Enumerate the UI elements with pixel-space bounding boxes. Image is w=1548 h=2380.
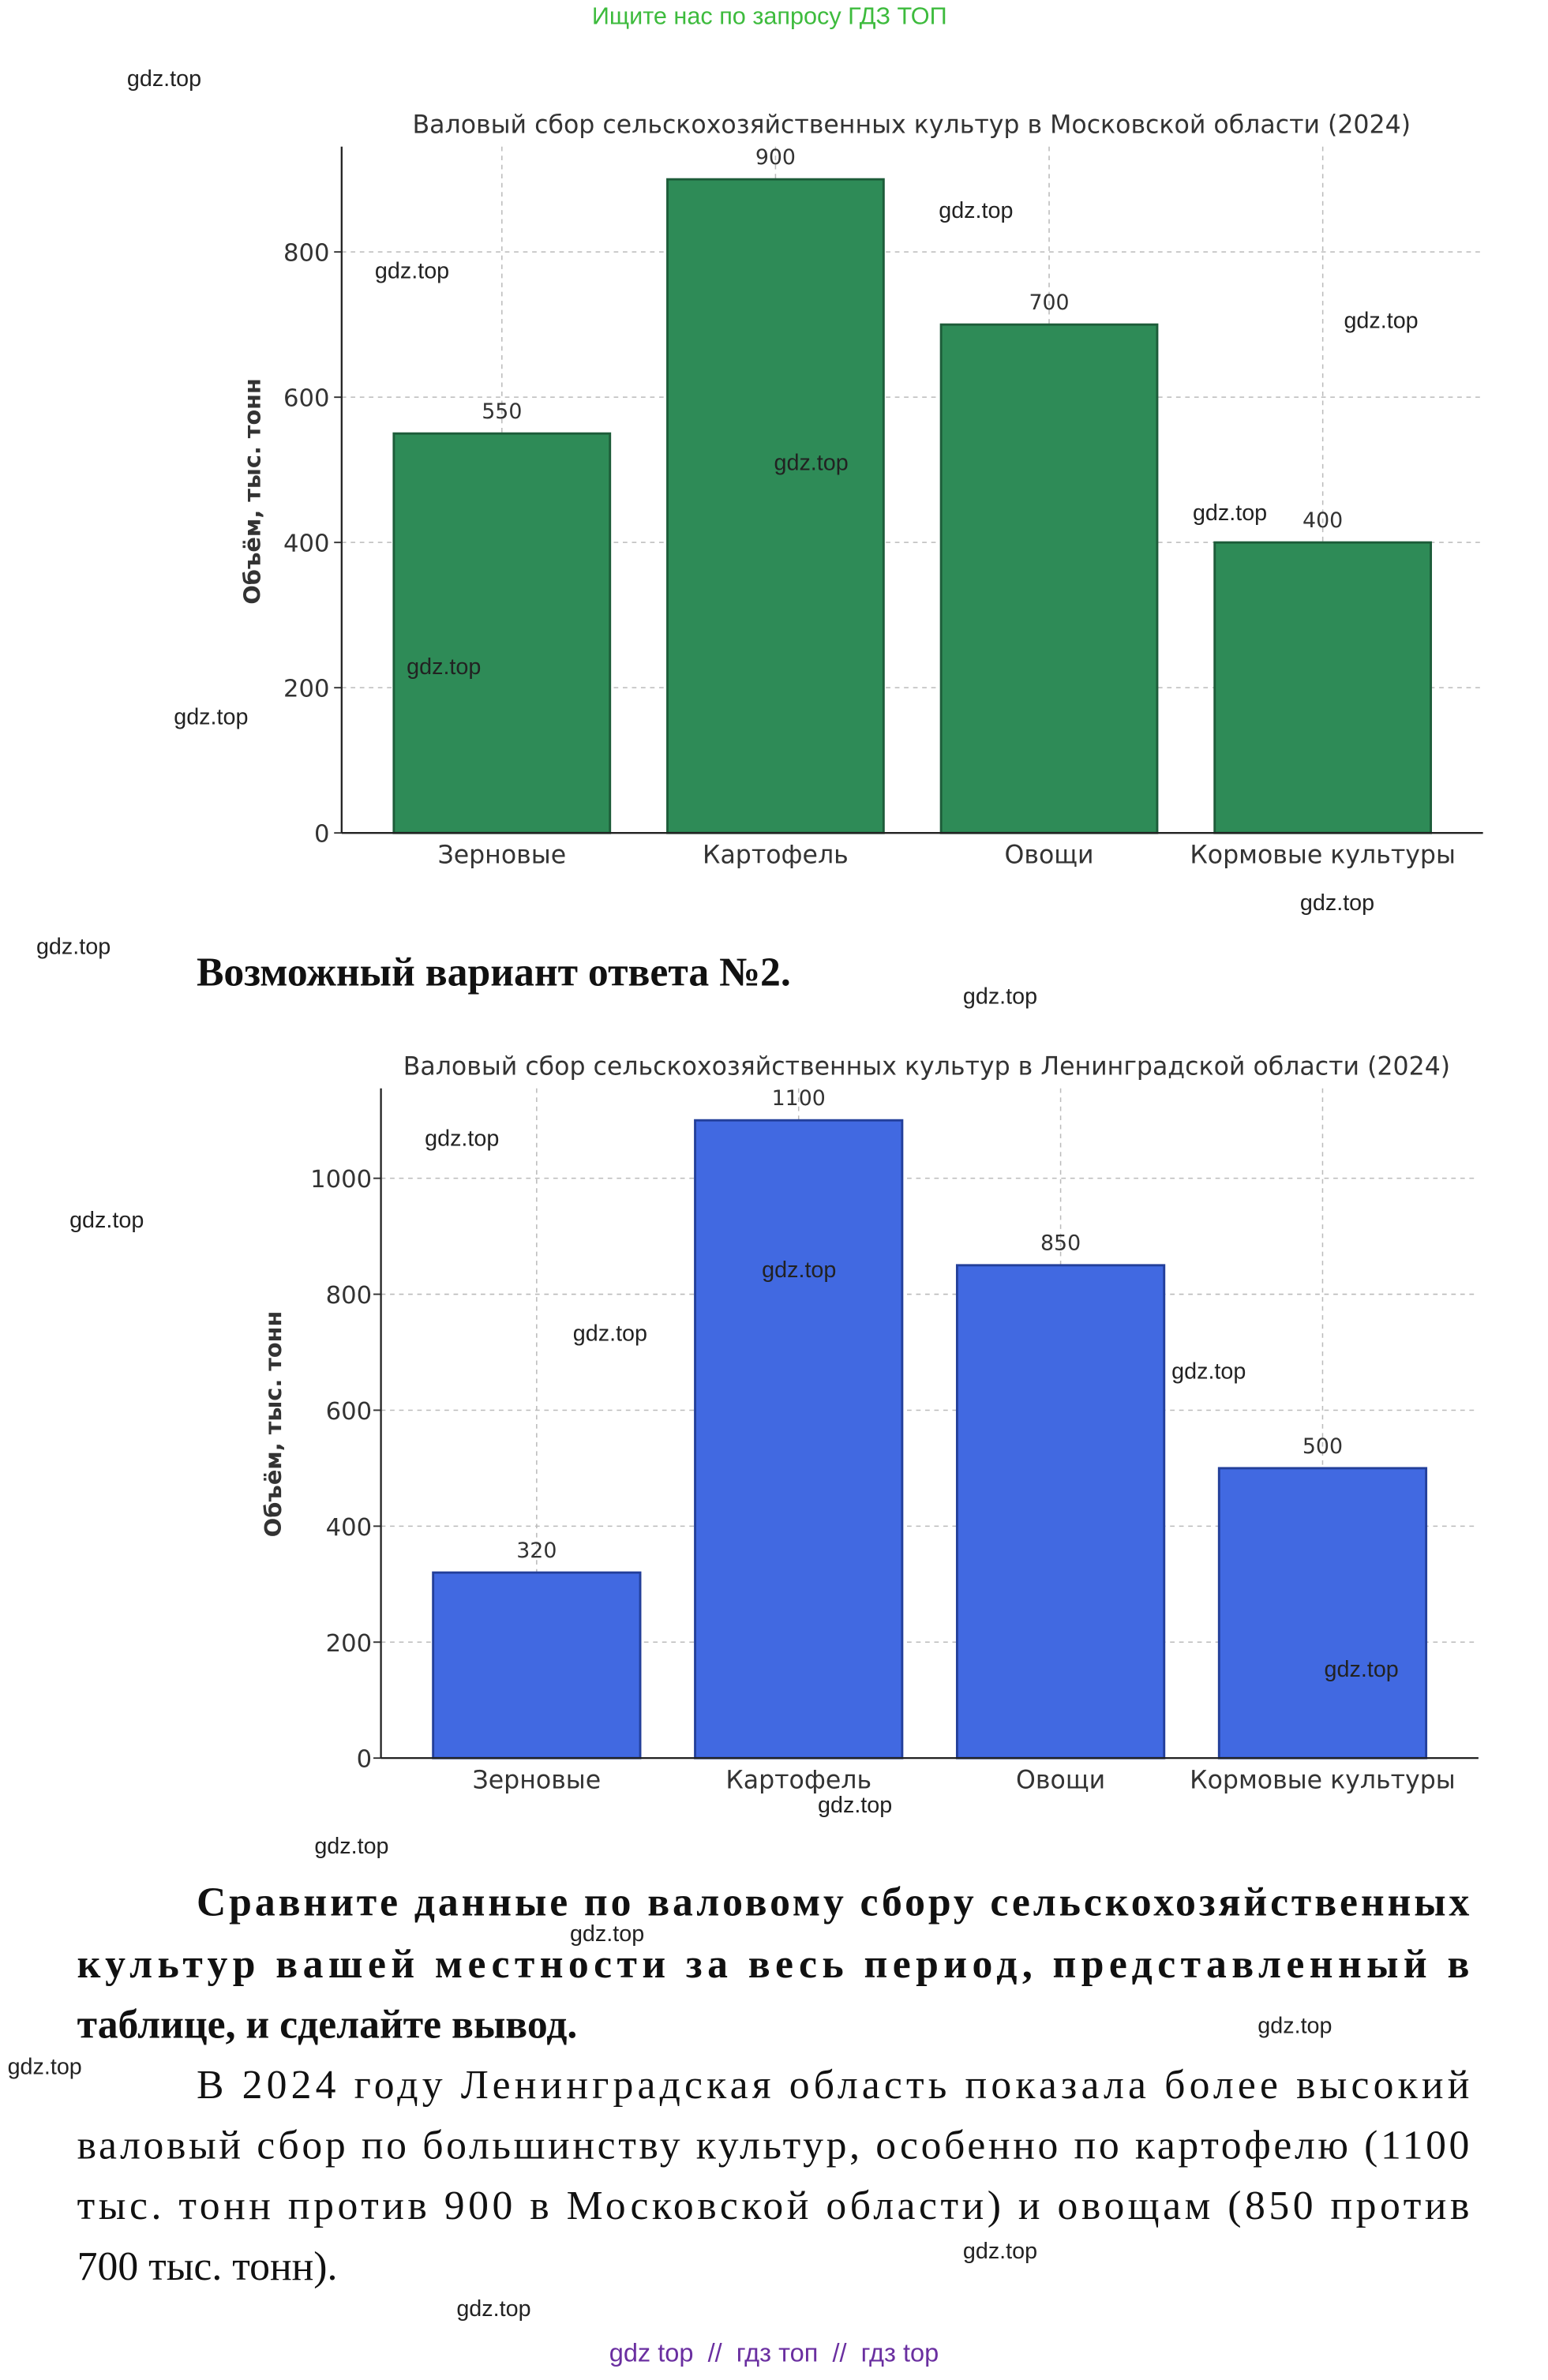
search-link[interactable]: Ищите нас по запросу ГДЗ ТОП: [592, 3, 947, 30]
watermark: gdz.top: [407, 654, 481, 680]
bar: [694, 1119, 904, 1760]
x-tick-label: Овощи: [1005, 841, 1094, 869]
question-line: Сравните данные по валовому сбору сельск…: [197, 1880, 1470, 1925]
y-axis-label: Объём, тыс. тонн: [238, 378, 265, 605]
watermark: gdz.top: [939, 198, 1013, 223]
watermark: gdz.top: [1258, 2014, 1332, 2039]
y-tick-label: 800: [326, 1282, 372, 1310]
watermark: gdz.top: [174, 704, 248, 729]
heading: Возможный вариант ответа №2.: [197, 950, 791, 995]
value-label: 900: [755, 145, 796, 170]
question-line: культур вашей местности за весь период, …: [77, 1942, 1470, 1987]
watermark: gdz.top: [8, 2054, 82, 2079]
y-tick-label: 800: [283, 240, 329, 268]
value-label: 700: [1029, 290, 1069, 315]
watermark: gdz.top: [762, 1257, 836, 1283]
y-axis-label: Объём, тыс. тонн: [260, 1311, 287, 1538]
answer-line: валовый сбор по большинству культур, осо…: [77, 2123, 1470, 2168]
y-tick-label: 0: [314, 821, 330, 849]
x-tick-label: Овощи: [1016, 1766, 1105, 1794]
footer[interactable]: gdz top // гдз топ // гдз top: [609, 2338, 939, 2367]
watermark: gdz.top: [425, 1126, 499, 1152]
answer-line: тыс. тонн против 900 в Московской област…: [77, 2183, 1470, 2228]
watermark: gdz.top: [69, 1208, 144, 1233]
watermark: gdz.top: [570, 1921, 644, 1947]
value-label: 400: [1302, 508, 1343, 533]
watermark: gdz.top: [314, 1834, 388, 1859]
bar: [666, 178, 885, 834]
value-label: 320: [516, 1539, 557, 1563]
y-tick-label: 0: [357, 1746, 373, 1774]
x-tick-label: Зерновые: [437, 841, 566, 869]
watermark: gdz.top: [1325, 1657, 1399, 1682]
y-tick-label: 600: [326, 1398, 372, 1426]
question-line: таблице, и сделайте вывод.: [77, 2002, 578, 2047]
y-tick-label: 400: [326, 1514, 372, 1542]
chart-title: Валовый сбор сельскохозяйственных культу…: [403, 1053, 1450, 1081]
watermark: gdz.top: [573, 1321, 647, 1347]
x-tick-label: Кормовые культуры: [1190, 841, 1456, 869]
watermark: gdz.top: [963, 2239, 1037, 2264]
watermark: gdz.top: [1300, 890, 1374, 916]
bar: [392, 432, 612, 834]
value-label: 550: [482, 399, 522, 424]
watermark: gdz.top: [963, 984, 1037, 1010]
value-label: 1100: [772, 1086, 826, 1111]
watermark: gdz.top: [375, 258, 449, 283]
bar: [939, 323, 1159, 834]
watermark: gdz.top: [36, 934, 111, 959]
y-tick-label: 400: [283, 530, 329, 558]
y-tick-label: 200: [326, 1630, 372, 1658]
x-tick-label: Картофель: [725, 1766, 871, 1794]
bar: [1217, 1467, 1428, 1760]
watermark: gdz.top: [127, 66, 201, 92]
watermark: gdz.top: [774, 451, 849, 476]
x-tick-label: Зерновые: [473, 1766, 602, 1794]
bar: [432, 1571, 642, 1760]
watermark: gdz.top: [456, 2296, 530, 2322]
bar: [1213, 541, 1433, 834]
chart-title: Валовый сбор сельскохозяйственных культу…: [413, 111, 1411, 140]
bar: [955, 1264, 1166, 1760]
answer-line: В 2024 году Ленинградская область показа…: [197, 2063, 1469, 2108]
value-label: 850: [1040, 1231, 1081, 1256]
answer-line: 700 тыс. тонн).: [77, 2244, 338, 2289]
y-tick-label: 1000: [310, 1166, 372, 1194]
watermark: gdz.top: [1171, 1359, 1246, 1384]
y-tick-label: 600: [283, 385, 329, 413]
x-tick-label: Кормовые культуры: [1190, 1766, 1456, 1794]
watermark: gdz.top: [1193, 500, 1267, 526]
watermark: gdz.top: [818, 1793, 892, 1818]
value-label: 500: [1302, 1434, 1343, 1459]
y-tick-label: 200: [283, 676, 329, 703]
watermark: gdz.top: [1344, 309, 1418, 334]
x-tick-label: Картофель: [703, 841, 849, 869]
